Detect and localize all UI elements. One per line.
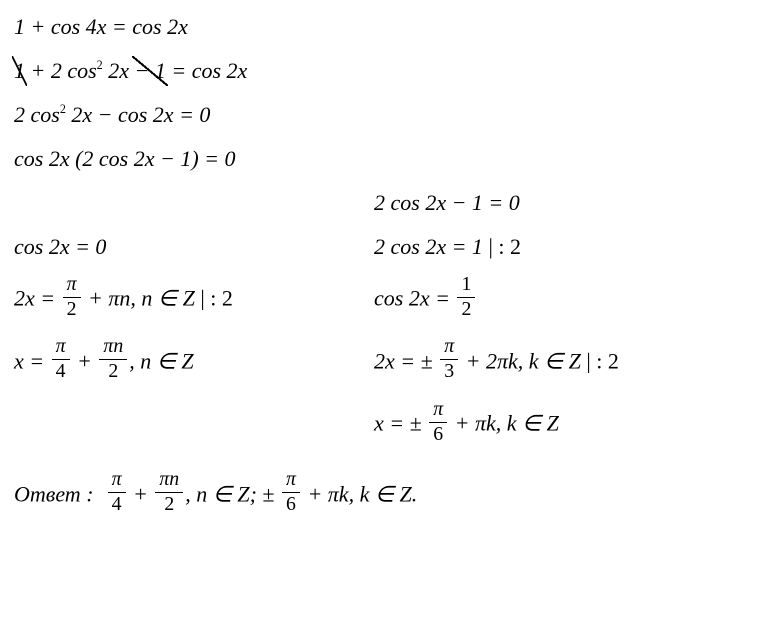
- row-cases-3: x = π4 + πn2, n ∈ Z 2x = ± π3 + 2πk, k ∈…: [14, 341, 770, 404]
- right-case-1: 2 cos 2x − 1 = 0: [374, 190, 770, 216]
- divider-note: | : 2: [488, 234, 521, 259]
- fraction: π2: [63, 275, 81, 320]
- eq-text: , n ∈ Z: [129, 348, 193, 373]
- left-case-1: cos 2x = 0: [14, 234, 374, 260]
- eq-text: + πk, k ∈ Z.: [302, 481, 417, 506]
- fraction: πn2: [155, 470, 183, 515]
- equation-line-4: cos 2x (2 cos 2x − 1) = 0: [14, 146, 770, 172]
- row-cases-1: cos 2x = 0 2 cos 2x = 1 | : 2: [14, 234, 770, 278]
- fraction: π3: [440, 337, 458, 382]
- row-cases-2: 2x = π2 + πn, n ∈ Z | : 2 cos 2x = 12: [14, 278, 770, 341]
- eq-text: 1 + cos 4x = cos 2x: [14, 14, 188, 39]
- fraction: 12: [457, 275, 475, 320]
- fraction: π6: [282, 470, 300, 515]
- eq-text: cos 2x = 0: [14, 234, 106, 259]
- right-step-2: cos 2x = 12: [374, 278, 770, 323]
- eq-text: + 2πk, k ∈ Z: [460, 348, 586, 373]
- eq-text: x =: [14, 348, 50, 373]
- equation-line-2: 1 + 2 cos2 2x − 1 = cos 2x: [14, 58, 770, 84]
- answer-label: Ответ :: [14, 481, 99, 506]
- final-answer: Ответ : π4 + πn2, n ∈ Z; ± π6 + πk, k ∈ …: [14, 474, 770, 519]
- eq-text: 2 cos 2x − 1 = 0: [374, 190, 520, 215]
- cancelled-term-2: − 1: [134, 58, 165, 84]
- eq-text: 2x − cos 2x = 0: [66, 102, 211, 127]
- right-answer: x = ± π6 + πk, k ∈ Z: [374, 403, 770, 448]
- math-worksheet: 1 + cos 4x = cos 2x 1 + 2 cos2 2x − 1 = …: [0, 0, 784, 644]
- eq-text: cos 2x =: [374, 285, 455, 310]
- eq-text: x = ±: [374, 411, 427, 436]
- eq-text: = cos 2x: [166, 58, 247, 83]
- fraction: π4: [52, 337, 70, 382]
- eq-text: +: [72, 348, 98, 373]
- equation-line-1: 1 + cos 4x = cos 2x: [14, 14, 770, 40]
- fraction: πn2: [99, 337, 127, 382]
- eq-text: 2 cos: [14, 102, 60, 127]
- eq-text: +: [128, 481, 154, 506]
- exponent: 2: [60, 102, 66, 116]
- eq-text: 2 cos 2x = 1: [374, 234, 488, 259]
- left-step-1: 2x = π2 + πn, n ∈ Z | : 2: [14, 278, 374, 323]
- cancelled-term-1: 1: [14, 58, 25, 84]
- eq-text: , n ∈ Z; ±: [185, 481, 280, 506]
- eq-text: + 2 cos: [25, 58, 97, 83]
- exponent: 2: [97, 58, 103, 72]
- eq-text: 2x = ±: [374, 348, 438, 373]
- divider-note: | : 2: [586, 348, 619, 373]
- right-step-1: 2 cos 2x = 1 | : 2: [374, 234, 770, 260]
- right-step-3: 2x = ± π3 + 2πk, k ∈ Z | : 2: [374, 341, 770, 386]
- eq-text: + πn, n ∈ Z: [83, 285, 201, 310]
- row-cases-4: x = ± π6 + πk, k ∈ Z: [14, 403, 770, 466]
- eq-text: cos 2x (2 cos 2x − 1) = 0: [14, 146, 236, 171]
- eq-text: + πk, k ∈ Z: [449, 411, 559, 436]
- row-right-case-header: 2 cos 2x − 1 = 0: [14, 190, 770, 234]
- fraction: π6: [429, 400, 447, 445]
- eq-text: 2x =: [14, 285, 61, 310]
- eq-text: 2x: [103, 58, 135, 83]
- divider-note: | : 2: [200, 285, 233, 310]
- fraction: π4: [108, 470, 126, 515]
- equation-line-3: 2 cos2 2x − cos 2x = 0: [14, 102, 770, 128]
- left-answer: x = π4 + πn2, n ∈ Z: [14, 341, 374, 386]
